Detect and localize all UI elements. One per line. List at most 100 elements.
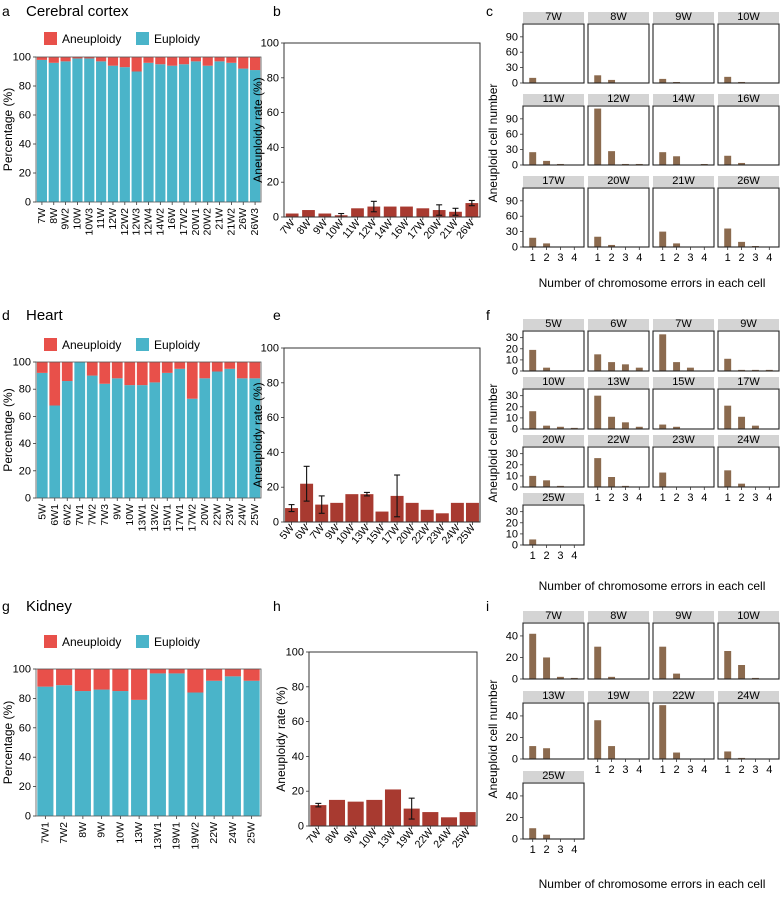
rate-bar [420,509,434,522]
facet-8W: 8W [587,11,650,84]
count-bar [635,426,643,429]
y-axis-label: Aneuploidy rate (%) [251,382,265,487]
count-bar [738,665,746,679]
facet-label: 17W [542,175,565,187]
y-tick-label: 0 [512,834,518,846]
facet-6W: 6W [587,318,650,372]
count-bar [724,228,732,247]
facet-20W: 20W 1 2 3 4 [587,175,650,264]
facet-label: 13W [542,690,565,702]
count-bar [724,751,732,759]
y-tick-label: 10 [506,470,518,482]
panel-a-title: Cerebral cortex [26,3,129,20]
facet-19W: 19W 1 2 3 4 [587,690,650,776]
panel-letter-a: a [2,3,10,19]
x-tick-label: 19W2 [189,822,201,850]
facet-label: 20W [607,175,630,187]
facet-frame [652,23,715,84]
x-tick-label: 2 [674,492,680,504]
x-tick-label: 20W2 [202,208,214,236]
facet-frame [652,187,715,248]
x-tick-label: 7W [36,208,48,224]
legend-label-euploidy: Euploidy [154,338,200,352]
x-tick-label: 4 [636,252,642,264]
legend-label-aneuploidy: Aneuploidy [62,635,121,649]
facet-label: 22W [607,434,630,446]
bar-euploidy [149,673,166,816]
y-axis-label: Percentage (%) [1,388,15,471]
facet-frame [522,330,585,372]
x-tick-label: 3 [622,252,628,264]
count-bar [529,633,537,679]
x-tick-label: 3 [622,764,628,776]
facet-strip [523,493,584,504]
facet-22W: 22W 1 2 3 4 [587,434,650,504]
facet-frame [652,446,715,488]
facet-label: 13W [607,376,630,388]
count-bar [594,354,602,371]
count-bar [594,646,602,679]
bar-aneuploidy [224,669,241,677]
legend-swatch-euploidy [136,338,149,351]
bar-euploidy [167,65,178,202]
facet-17W: 17W [717,376,780,430]
facet-strip [588,377,649,388]
x-tick-label: 7W3 [99,504,111,526]
x-tick-label: 13W1 [152,822,164,850]
bar-euploidy [112,691,129,816]
facet-17W: 17W 0 30 60 90 1 2 3 4 [506,175,585,264]
bar-euploidy [202,65,213,202]
x-tick-label: 3 [687,252,693,264]
x-tick-label: 1 [595,252,601,264]
y-tick-label: 100 [13,357,31,369]
panel-g-chart: Kidney Aneuploidy Euploidy 7W1 7W2 8W 9W 10W 13W… [1,598,262,850]
bar-euploidy [155,64,166,202]
bar-aneuploidy [249,362,261,379]
y-tick-label: 80 [267,377,279,389]
x-tick-label: 4 [571,252,577,264]
y-tick-label: 0 [512,160,518,172]
y-tick-label: 100 [13,664,31,676]
count-bar [621,422,629,429]
x-tick-label: 20W1 [190,208,202,236]
facet-strip [718,611,779,622]
y-tick-label: 100 [261,343,279,355]
bar-aneuploidy [61,362,73,382]
bar-euploidy [178,64,190,202]
x-tick-label: 4 [766,764,772,776]
y-tick-label: 60 [19,110,31,122]
count-bar [608,477,616,487]
bar-aneuploidy [93,669,110,690]
facet-frame [587,622,650,680]
panel-b-chart: 7W8W9W10W11W12W14W16W17W20W21W26W0204060… [251,38,481,241]
count-bar [529,746,537,759]
y-tick-label: 80 [19,81,31,93]
facet-strip [653,94,714,105]
y-tick-label: 0 [273,517,279,529]
facet-label: 9W [675,610,692,622]
y-tick-label: 0 [25,493,31,505]
rate-bar [450,502,464,522]
y-tick-label: 40 [19,139,31,151]
bar-aneuploidy [74,669,91,692]
panel-h-chart: 7W 8W 9W10W13W19W22W24W25W020406080100Aneu… [274,647,478,850]
y-tick-label: 90 [506,113,518,125]
y-tick-label: 20 [506,459,518,471]
count-bar [738,416,746,429]
plot-frame [35,361,262,499]
bar-aneuploidy [36,362,48,373]
x-tick-label: 8W [48,208,60,224]
count-bar [724,470,732,487]
count-bar [556,426,564,429]
x-tick-label: 25W [450,826,473,850]
x-tick-label: 1 [530,550,536,562]
rate-bar [465,502,479,522]
y-tick-label: 60 [292,716,304,728]
y-axis-label: Aneuploid cell number [486,384,500,503]
facet-frame [652,388,715,430]
panel-i-chart: Aneuploid cell number Number of chromosom… [486,680,765,891]
x-axis-label: Number of chromosome errors in each cell [539,579,766,593]
y-tick-label: 100 [261,38,279,50]
x-tick-label: 7W [304,826,323,846]
